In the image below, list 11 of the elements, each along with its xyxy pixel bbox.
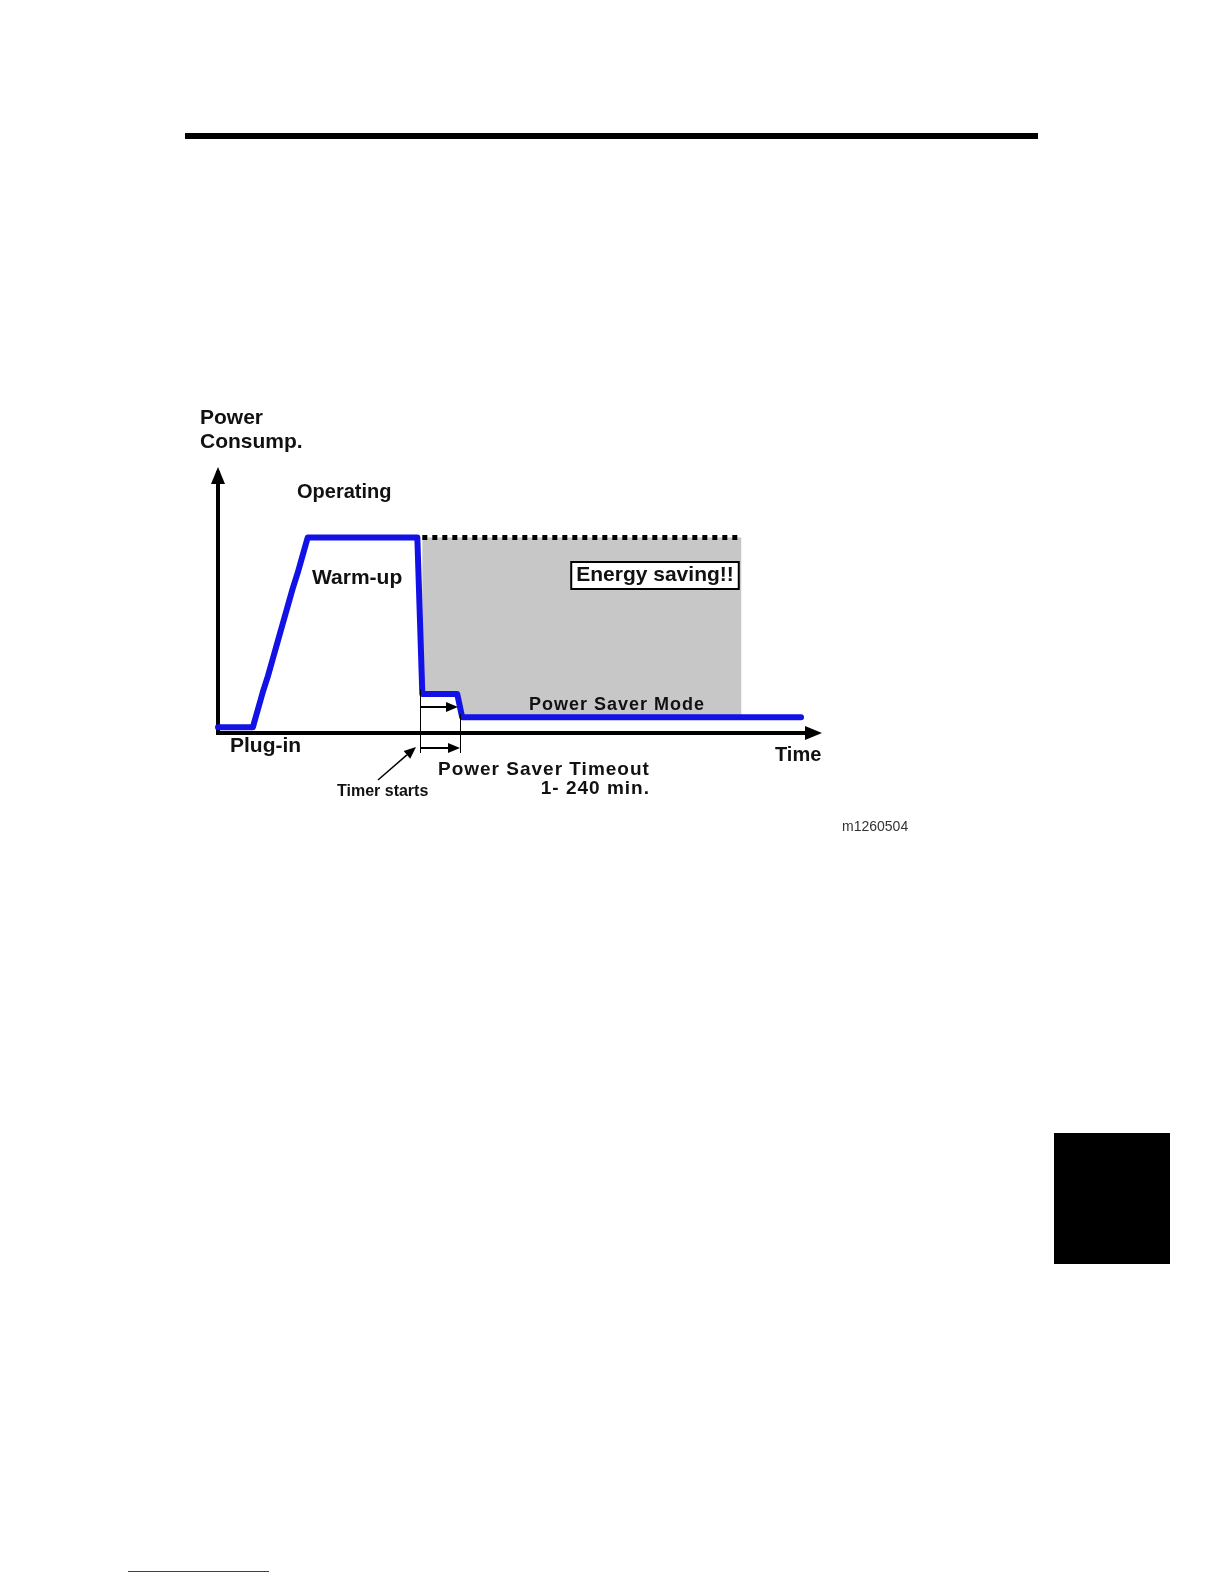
text: 1- 240 min. [540,777,650,799]
x-axis-title: Time [775,742,822,765]
annotation: Energy saving!! [576,561,734,585]
annotation: Warm-up [312,564,403,588]
annotation: Plug-in [230,732,302,756]
text: Power Saver Timeout [438,758,650,780]
text: Timer starts [337,782,429,800]
text: Operating [297,479,392,502]
text: m1260504 [842,817,909,834]
annotation: Power Saver Mode [529,693,706,714]
y-axis-title: Power Consump. [200,404,303,452]
